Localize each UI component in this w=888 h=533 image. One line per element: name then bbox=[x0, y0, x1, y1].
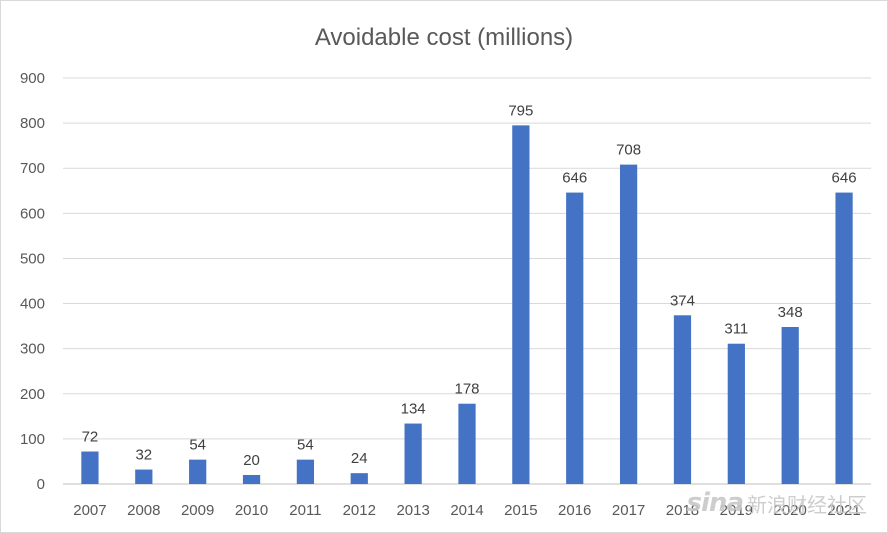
y-tick-label: 100 bbox=[20, 431, 45, 448]
data-label: 54 bbox=[297, 437, 314, 454]
x-axis-ticks: 2007 2008 2009 2010 2011 2012 2013 2014 2015 2016… bbox=[73, 502, 861, 519]
bars bbox=[81, 125, 853, 485]
data-label: 348 bbox=[778, 304, 803, 321]
bar bbox=[619, 164, 638, 484]
data-label: 72 bbox=[82, 429, 99, 446]
data-label: 311 bbox=[724, 321, 748, 338]
chart-title: Avoidable cost (millions) bbox=[315, 24, 573, 51]
x-tick-label: 2017 bbox=[612, 502, 645, 519]
x-tick-label: 2018 bbox=[666, 502, 699, 519]
x-tick-label: 2012 bbox=[343, 502, 376, 519]
x-tick-label: 2007 bbox=[73, 502, 106, 519]
bar bbox=[673, 315, 692, 484]
data-label: 374 bbox=[670, 292, 695, 309]
y-tick-label: 500 bbox=[20, 250, 45, 267]
data-label: 178 bbox=[454, 381, 479, 398]
data-label: 32 bbox=[135, 447, 152, 464]
data-label: 708 bbox=[616, 142, 641, 159]
y-tick-label: 900 bbox=[20, 70, 45, 87]
x-tick-label: 2014 bbox=[450, 502, 483, 519]
x-tick-label: 2020 bbox=[774, 502, 807, 519]
bar bbox=[566, 192, 584, 485]
x-tick-label: 2013 bbox=[396, 502, 429, 519]
bar bbox=[189, 459, 207, 484]
x-tick-label: 2021 bbox=[827, 502, 860, 519]
x-tick-label: 2016 bbox=[558, 502, 591, 519]
x-tick-label: 2011 bbox=[289, 502, 321, 519]
y-tick-label: 0 bbox=[37, 476, 45, 493]
watermark-brand: sina bbox=[686, 488, 744, 518]
y-tick-label: 200 bbox=[20, 386, 45, 403]
bar bbox=[135, 469, 153, 484]
gridlines bbox=[63, 77, 871, 485]
bar bbox=[242, 474, 261, 484]
bar bbox=[296, 459, 315, 484]
bar bbox=[512, 125, 530, 484]
y-tick-label: 300 bbox=[20, 341, 45, 358]
data-labels: 72 32 54 20 54 24 134 178 795 646 708 374 311 348 646 bbox=[82, 102, 857, 469]
watermark: sina 新浪财经社区 bbox=[687, 488, 867, 518]
y-tick-label: 700 bbox=[20, 160, 45, 177]
bar bbox=[350, 473, 368, 484]
x-tick-label: 2010 bbox=[235, 502, 268, 519]
data-label: 646 bbox=[562, 170, 587, 187]
watermark-text: 新浪财经社区 bbox=[747, 492, 867, 517]
bar bbox=[781, 327, 799, 484]
y-tick-label: 800 bbox=[20, 115, 45, 132]
x-tick-label: 2015 bbox=[504, 502, 537, 519]
x-tick-label: 2019 bbox=[720, 502, 753, 519]
bar bbox=[458, 403, 476, 484]
y-tick-label: 600 bbox=[20, 205, 45, 222]
data-label: 54 bbox=[189, 437, 206, 454]
data-label: 20 bbox=[243, 452, 260, 469]
bar bbox=[727, 343, 745, 484]
data-label: 134 bbox=[401, 401, 426, 418]
bar bbox=[81, 451, 99, 484]
y-axis-ticks: 0 100 200 300 400 500 600 700 800 900 bbox=[20, 70, 45, 493]
bar bbox=[835, 192, 853, 485]
data-label: 24 bbox=[351, 450, 368, 467]
y-tick-label: 400 bbox=[20, 296, 45, 313]
data-label: 646 bbox=[832, 170, 857, 187]
data-label: 795 bbox=[508, 102, 533, 119]
x-tick-label: 2008 bbox=[127, 502, 160, 519]
x-tick-label: 2009 bbox=[181, 502, 214, 519]
bar bbox=[404, 423, 422, 484]
